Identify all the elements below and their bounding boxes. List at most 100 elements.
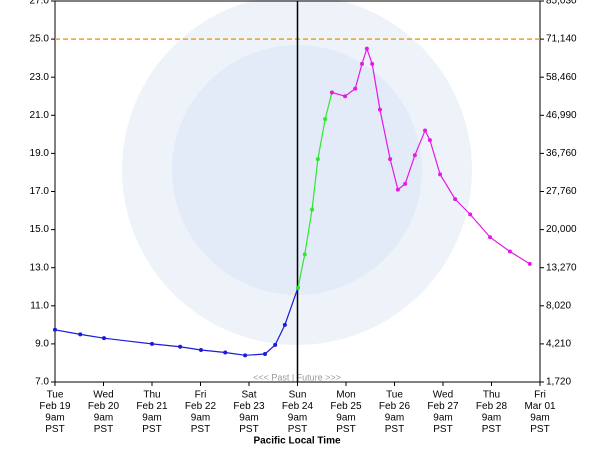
x-tick-label: Thu xyxy=(483,390,500,401)
x-tick-label: Thu xyxy=(143,390,160,401)
y2-tick-label: 4,210 xyxy=(546,339,571,350)
y2-tick-label: 20,000 xyxy=(546,224,577,235)
x-tick-label: 9am xyxy=(433,413,452,424)
x-tick-label: Sat xyxy=(241,390,256,401)
data-point xyxy=(468,212,473,217)
y-tick-label: 9.0 xyxy=(35,339,49,350)
data-point xyxy=(395,187,400,192)
x-tick-label: 9am xyxy=(336,413,355,424)
y2-tick-label: 46,990 xyxy=(546,110,577,121)
data-point xyxy=(178,344,183,349)
data-point xyxy=(453,197,458,202)
data-point xyxy=(370,61,375,66)
data-point xyxy=(78,332,83,337)
data-point xyxy=(488,235,493,240)
x-tick-label: Feb 20 xyxy=(88,401,120,412)
y-tick-label: 19.0 xyxy=(30,148,50,159)
x-tick-label: PST xyxy=(433,424,452,435)
x-tick-label: PST xyxy=(94,424,113,435)
x-tick-label: Fri xyxy=(534,390,546,401)
series-line xyxy=(297,92,333,288)
data-point xyxy=(527,261,532,266)
data-point xyxy=(343,94,348,99)
x-tick-label: Sun xyxy=(289,390,307,401)
data-point xyxy=(243,353,248,358)
y2-tick-label: 36,760 xyxy=(546,148,577,159)
data-point xyxy=(427,138,432,143)
data-point xyxy=(310,207,315,212)
y2-tick-label: 1,720 xyxy=(546,377,571,388)
data-point xyxy=(101,336,106,341)
y-tick-label: 23.0 xyxy=(30,72,50,83)
data-point xyxy=(329,90,334,95)
y2-tick-label: 85,030 xyxy=(546,0,577,7)
x-tick-label: PST xyxy=(191,424,210,435)
data-point xyxy=(198,347,203,352)
x-tick-label: 9am xyxy=(191,413,210,424)
x-tick-label: Feb 27 xyxy=(427,401,459,412)
y-tick-label: 25.0 xyxy=(30,34,50,45)
x-tick-label: Feb 23 xyxy=(233,401,265,412)
data-point xyxy=(423,128,428,133)
data-point xyxy=(353,86,358,91)
data-point xyxy=(295,285,300,290)
x-tick-label: 9am xyxy=(530,413,549,424)
y2-tick-label: 27,760 xyxy=(546,186,577,197)
data-point xyxy=(315,157,320,162)
y2-tick-label: 13,270 xyxy=(546,262,577,273)
x-tick-label: 9am xyxy=(288,413,307,424)
data-point xyxy=(302,252,307,257)
x-tick-label: Fri xyxy=(195,390,207,401)
x-tick-label: PST xyxy=(239,424,258,435)
y-tick-label: 17.0 xyxy=(30,186,50,197)
x-tick-label: 9am xyxy=(385,413,404,424)
y2-tick-label: 8,020 xyxy=(546,300,571,311)
y-tick-label: 15.0 xyxy=(30,224,50,235)
y2-tick-label: 58,460 xyxy=(546,72,577,83)
data-point xyxy=(403,181,408,186)
y-tick-label: 27.0 xyxy=(30,0,50,7)
x-tick-label: PST xyxy=(385,424,404,435)
x-tick-label: Feb 25 xyxy=(330,401,362,412)
data-point xyxy=(282,322,287,327)
x-tick-label: 9am xyxy=(94,413,113,424)
x-tick-label: PST xyxy=(482,424,501,435)
x-tick-label: Feb 19 xyxy=(39,401,71,412)
data-point xyxy=(507,249,512,254)
data-point xyxy=(150,341,154,346)
x-tick-label: Feb 28 xyxy=(476,401,508,412)
data-point xyxy=(360,61,365,66)
x-tick-label: PST xyxy=(45,424,64,435)
x-tick-label: Tue xyxy=(386,390,403,401)
data-point xyxy=(388,157,393,162)
series-line xyxy=(54,287,299,356)
x-tick-label: Feb 22 xyxy=(185,401,217,412)
y2-tick-label: 71,140 xyxy=(546,34,577,45)
y-tick-label: 11.0 xyxy=(30,300,49,311)
data-point xyxy=(412,153,417,158)
data-point xyxy=(323,117,328,122)
data-point xyxy=(438,172,443,177)
y-tick-label: 13.0 xyxy=(30,262,50,273)
x-tick-label: Feb 24 xyxy=(282,401,314,412)
x-tick-label: 9am xyxy=(239,413,258,424)
y-tick-label: 7.0 xyxy=(35,377,49,388)
x-tick-label: Tue xyxy=(47,390,64,401)
data-point xyxy=(273,342,278,347)
x-axis-label: Pacific Local Time xyxy=(253,436,341,447)
x-tick-label: Feb 26 xyxy=(379,401,411,412)
x-tick-label: PST xyxy=(142,424,161,435)
data-point xyxy=(53,327,57,332)
x-tick-label: 9am xyxy=(142,413,161,424)
x-tick-label: PST xyxy=(288,424,307,435)
data-point xyxy=(364,46,369,51)
y-tick-label: 21.0 xyxy=(30,110,50,121)
x-tick-label: PST xyxy=(336,424,355,435)
x-tick-label: Wed xyxy=(93,390,113,401)
x-tick-label: PST xyxy=(530,424,549,435)
data-point xyxy=(263,351,268,356)
x-tick-label: Feb 21 xyxy=(136,401,168,412)
data-point xyxy=(377,107,382,112)
x-tick-label: 9am xyxy=(482,413,501,424)
